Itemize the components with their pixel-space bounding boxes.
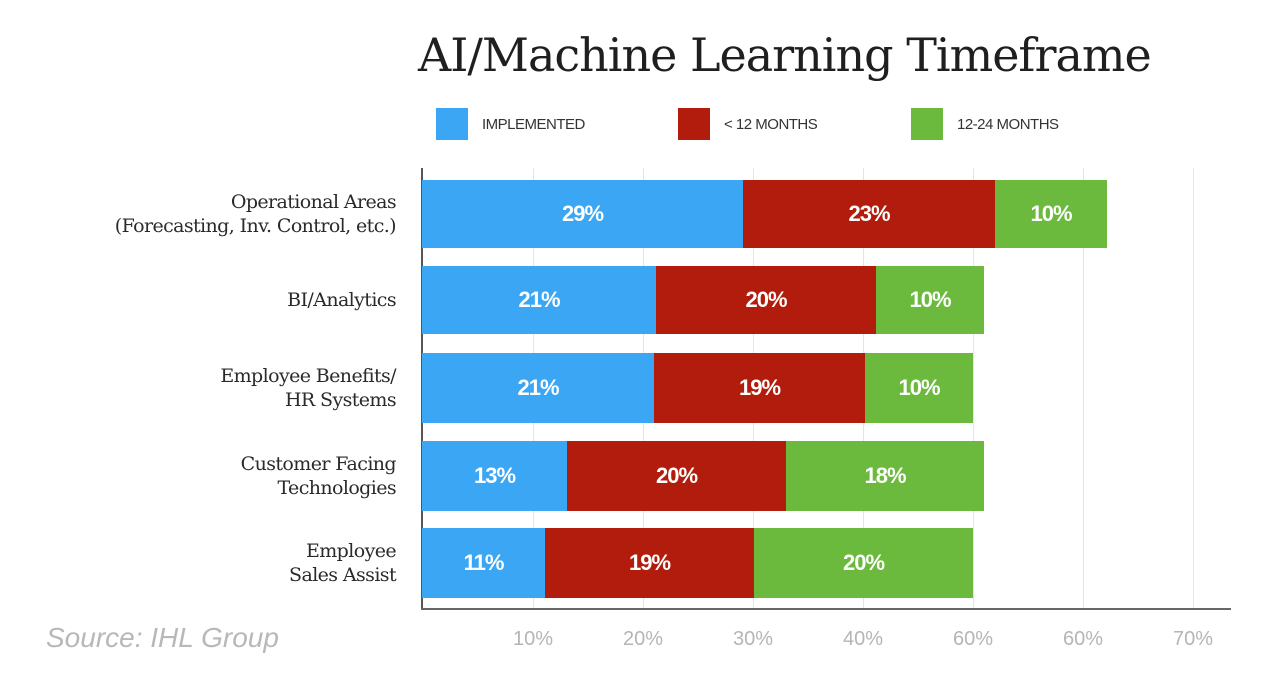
x-tick-label: 30% (732, 628, 774, 650)
bar-segment-12-24-months: 10% (876, 266, 984, 334)
legend-label: 12-24 MONTHS (957, 115, 1059, 133)
legend-swatch (436, 108, 468, 140)
x-tick-label: 20% (622, 628, 664, 650)
bar-value-label: 10% (909, 287, 951, 312)
gridline (1193, 168, 1194, 608)
x-tick-label: 10% (512, 628, 554, 650)
x-tick-label: 60% (952, 628, 994, 650)
legend-item: 12-24 MONTHS (911, 108, 1059, 140)
legend-swatch (911, 108, 943, 140)
gridline (1083, 168, 1084, 608)
legend-item: IMPLEMENTED (436, 108, 585, 140)
bar-value-label: 11% (463, 550, 505, 575)
bar-value-label: 29% (561, 201, 604, 226)
bar-value-label: 21% (518, 287, 560, 312)
category-label-line: BI/Analytics (287, 289, 396, 311)
bar-segment-lt12-months: 19% (654, 353, 865, 423)
legend-item: < 12 MONTHS (678, 108, 818, 140)
bar-segment-12-24-months: 10% (865, 353, 973, 423)
category-label-line: (Forecasting, Inv. Control, etc.) (114, 215, 397, 237)
legend-label: < 12 MONTHS (724, 115, 818, 133)
category-label-line: HR Systems (284, 389, 397, 411)
bar-value-label: 10% (898, 375, 940, 400)
bar-segment-lt12-months: 20% (656, 266, 876, 334)
bar-segment-implemented: 21% (422, 266, 656, 334)
bar-segment-12-24-months: 10% (995, 180, 1107, 248)
bar-value-label: 21% (517, 375, 559, 400)
category-label: Employee Sales Assist (20, 539, 397, 587)
category-label: Employee Benefits/HR Systems (20, 364, 396, 412)
category-label-line: Sales Assist (289, 564, 397, 586)
bar-value-label: 10% (1030, 201, 1072, 226)
category-label-line: Operational Areas (230, 191, 397, 213)
category-label: Customer Facing Technologies (20, 452, 397, 500)
legend-label: IMPLEMENTED (482, 115, 585, 133)
legend-swatch (678, 108, 710, 140)
category-label-line: Customer Facing (240, 453, 397, 475)
bar-segment-12-24-months: 20% (754, 528, 973, 598)
chart-title: AI/Machine Learning Timeframe (418, 28, 1152, 82)
bar-segment-implemented: 13% (422, 441, 567, 511)
bar-segment-implemented: 21% (422, 353, 654, 423)
bar-segment-lt12-months: 19% (545, 528, 754, 598)
category-label: Operational Areas (Forecasting, Inv. Cont… (20, 190, 397, 238)
bar-value-label: 20% (655, 463, 698, 488)
bar-value-label: 13% (473, 463, 516, 488)
category-label: BI/Analytics (20, 288, 396, 312)
category-label-line: Technologies (277, 477, 396, 499)
bar-value-label: 19% (628, 550, 671, 575)
bar-value-label: 18% (864, 463, 906, 488)
x-axis-line (421, 608, 1231, 610)
bar-segment-lt12-months: 20% (567, 441, 786, 511)
category-label-line: Employee Benefits/ (220, 365, 396, 387)
source-note: Source: IHL Group (46, 622, 279, 653)
bar-segment-implemented: 11% (422, 528, 545, 598)
bar-value-label: 23% (848, 201, 890, 226)
x-tick-label: 70% (1172, 628, 1214, 650)
bar-segment-implemented: 29% (422, 180, 743, 248)
x-tick-label: 60% (1062, 628, 1104, 650)
bar-value-label: 20% (745, 287, 787, 312)
bar-value-label: 20% (842, 550, 885, 575)
gridline (973, 168, 974, 608)
category-label-line: Employee (306, 540, 397, 562)
bar-segment-lt12-months: 23% (743, 180, 995, 248)
bar-value-label: 19% (738, 375, 781, 400)
x-tick-label: 40% (842, 628, 884, 650)
bar-segment-12-24-months: 18% (786, 441, 984, 511)
